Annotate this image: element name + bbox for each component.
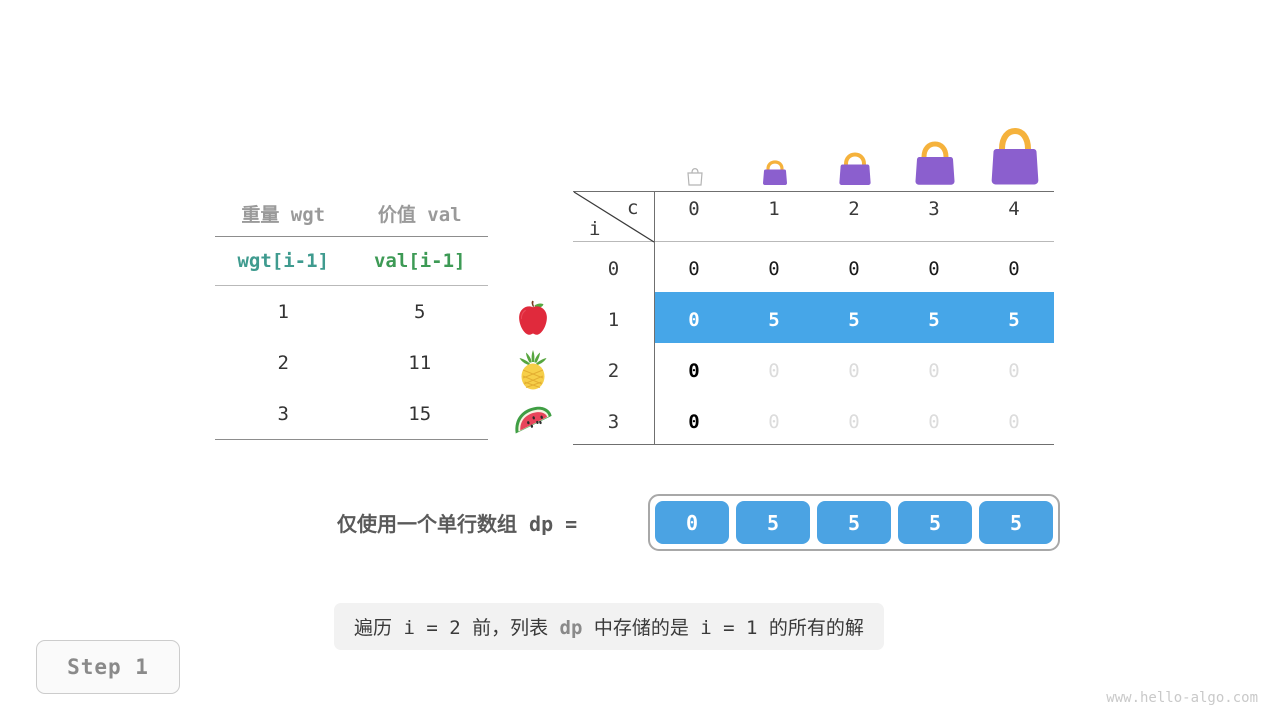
item-table-header-wgt: 重量 wgt <box>241 203 326 226</box>
dp-cell-0-4: 0 <box>1008 258 1020 280</box>
dp-cell-0-0: 0 <box>688 258 700 280</box>
caption-part1: 遍历 i = 2 前，列表 <box>354 617 560 639</box>
item-wgt-value: 1 <box>277 300 289 323</box>
dp-cell-3-0: 0 <box>688 411 700 433</box>
step-badge-label: Step 1 <box>67 655 149 679</box>
dp-col-header-2: 2 <box>848 198 860 220</box>
item-table-subheader-row: wgt[i-1] val[i-1] <box>215 237 488 285</box>
dp-cell-1-1: 5 <box>768 309 780 331</box>
item-table-header-row: 重量 wgt 价值 val <box>215 190 488 236</box>
dp-array-cell-1: 5 <box>736 501 810 544</box>
dp-cell-3-2: 0 <box>848 411 860 433</box>
dp-cell-3-1: 0 <box>768 411 780 433</box>
apple-icon <box>505 292 561 343</box>
fruit-icon-column <box>505 292 561 445</box>
item-wgt-value: 3 <box>277 402 289 425</box>
dp-cell-1-2: 5 <box>848 309 860 331</box>
dp-row-header-1: 1 <box>607 309 620 331</box>
dp-cell-0-3: 0 <box>928 258 940 280</box>
table-row: 1 5 <box>215 286 488 337</box>
bag-capacity-2 <box>815 150 895 186</box>
pineapple-icon <box>505 343 561 394</box>
table-row: 2 11 <box>215 337 488 388</box>
item-val-value: 11 <box>408 351 432 374</box>
dp-cell-2-4: 0 <box>1008 360 1020 382</box>
dp-cell-1-0: 0 <box>688 309 700 331</box>
item-table-rule-top <box>215 236 488 237</box>
dp-col-header-3: 3 <box>928 198 940 220</box>
dp-cell-0-2: 0 <box>848 258 860 280</box>
caption-part2: 中存储的是 i = 1 的所有的解 <box>582 617 864 639</box>
corner-diagonal-icon <box>573 191 655 243</box>
dp-table-vertical-divider <box>654 191 655 445</box>
table-row: 3 15 <box>215 388 488 439</box>
bag-capacity-row <box>655 120 1054 186</box>
item-wgt-value: 2 <box>277 351 289 374</box>
dp-table-highlight-row <box>654 292 1054 343</box>
item-val-value: 5 <box>414 300 426 323</box>
dp-table-corner-col-label: c <box>627 197 639 219</box>
item-table-rule-bottom <box>215 439 488 440</box>
dp-col-header-0: 0 <box>688 198 700 220</box>
item-table-subheader-wgt: wgt[i-1] <box>237 250 329 272</box>
dp-table: c i 0 1 2 3 4 0 1 2 3 0 0 0 0 0 0 5 5 5 … <box>573 191 1054 445</box>
caption-banner: 遍历 i = 2 前，列表 dp 中存储的是 i = 1 的所有的解 <box>334 603 884 650</box>
item-val-value: 15 <box>408 402 432 425</box>
item-table-header-val: 价值 val <box>377 203 462 226</box>
dp-cell-3-4: 0 <box>1008 411 1020 433</box>
bag-capacity-4 <box>975 124 1055 186</box>
dp-cell-2-3: 0 <box>928 360 940 382</box>
bag-capacity-0 <box>655 166 735 186</box>
dp-array-cell-3: 5 <box>898 501 972 544</box>
dp-table-rule-top <box>573 191 1054 192</box>
dp-cell-3-3: 0 <box>928 411 940 433</box>
bag-capacity-1 <box>735 158 815 186</box>
dp-array-strip: 0 5 5 5 5 <box>648 494 1060 551</box>
dp-col-header-1: 1 <box>768 198 780 220</box>
dp-cell-1-4: 5 <box>1008 309 1020 331</box>
dp-col-header-4: 4 <box>1008 198 1020 220</box>
dp-table-rule-header <box>573 241 1054 242</box>
item-table: 重量 wgt 价值 val wgt[i-1] val[i-1] 1 5 2 11… <box>215 190 488 440</box>
item-table-rule-mid <box>215 285 488 286</box>
dp-cell-1-3: 5 <box>928 309 940 331</box>
watermelon-icon <box>505 394 561 445</box>
dp-cell-2-2: 0 <box>848 360 860 382</box>
item-table-subheader-val: val[i-1] <box>373 250 466 272</box>
dp-array-label: 仅使用一个单行数组 dp = <box>337 512 578 536</box>
dp-cell-0-1: 0 <box>768 258 780 280</box>
watermark: www.hello-algo.com <box>1106 690 1258 706</box>
dp-table-corner-row-label: i <box>589 218 601 240</box>
bag-capacity-3 <box>895 138 975 186</box>
step-badge: Step 1 <box>36 640 180 694</box>
dp-row-header-0: 0 <box>607 258 620 280</box>
dp-table-rule-bottom <box>573 444 1054 445</box>
dp-array-cell-0: 0 <box>655 501 729 544</box>
dp-row-header-3: 3 <box>607 411 620 433</box>
dp-cell-2-1: 0 <box>768 360 780 382</box>
dp-array-cell-4: 5 <box>979 501 1053 544</box>
dp-row-header-2: 2 <box>607 360 620 382</box>
dp-array-cell-2: 5 <box>817 501 891 544</box>
caption-keyword: dp <box>559 617 583 639</box>
dp-cell-2-0: 0 <box>688 360 700 382</box>
